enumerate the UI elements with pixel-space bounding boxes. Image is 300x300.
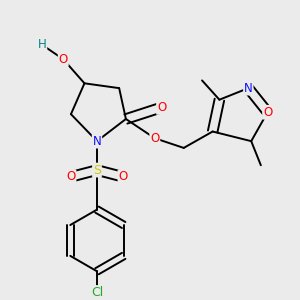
Text: O: O [58, 53, 68, 66]
Text: N: N [93, 135, 101, 148]
Text: O: O [157, 101, 166, 114]
Text: H: H [38, 38, 46, 51]
Text: Cl: Cl [91, 286, 103, 299]
Text: S: S [93, 164, 101, 177]
Text: O: O [263, 106, 272, 119]
Text: N: N [244, 82, 253, 94]
Text: O: O [66, 170, 76, 183]
Text: O: O [150, 132, 159, 145]
Text: O: O [118, 170, 127, 183]
